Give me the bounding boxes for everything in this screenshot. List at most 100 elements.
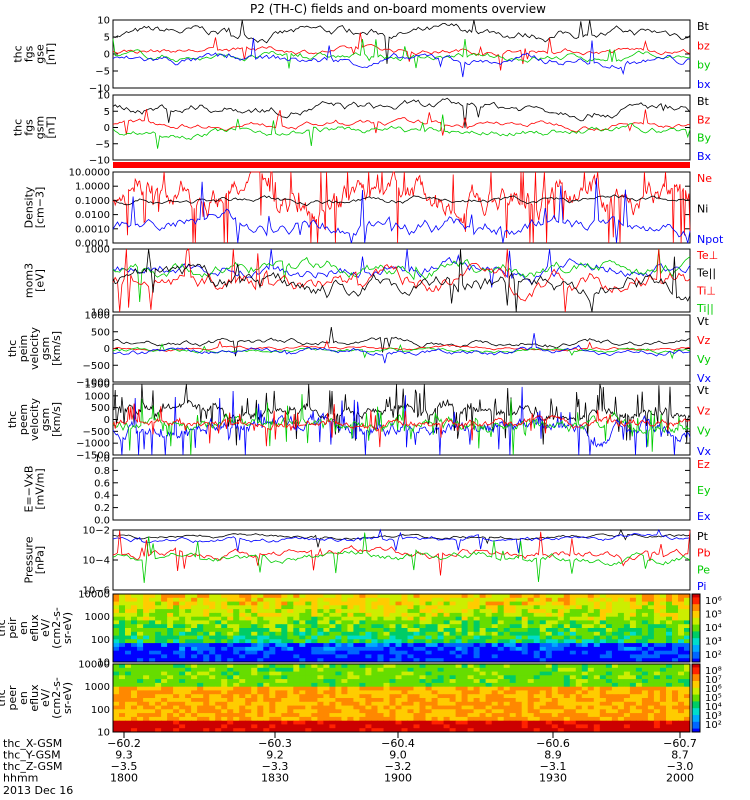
spectrogram-cell: [263, 709, 270, 714]
spectrogram-cell: [287, 716, 294, 722]
spectrogram-cell: [173, 698, 180, 703]
spectrogram-cell: [137, 682, 144, 688]
spectrogram-cell: [155, 694, 162, 699]
spectrogram-cell: [371, 643, 378, 648]
ylabel-line: velocity: [28, 327, 41, 370]
spectrogram-cell: [131, 658, 138, 663]
spectrogram-cell: [287, 664, 294, 669]
spectrogram-cell: [269, 631, 276, 637]
spectrogram-cell: [467, 609, 475, 614]
spectrogram-cell: [245, 667, 252, 673]
spectrogram-cell: [299, 679, 306, 684]
spectrogram-cell: [359, 694, 366, 699]
spectrogram-cell: [419, 701, 426, 707]
spectrogram-cell: [173, 701, 180, 707]
spectrogram-cell: [155, 667, 162, 673]
ytick-label: 100: [91, 705, 110, 716]
spectrogram-cell: [587, 624, 595, 629]
spectrogram-cell: [539, 650, 547, 655]
spectrogram-cell: [341, 720, 348, 725]
spectrogram-cell: [659, 679, 667, 684]
spectrogram-cell: [395, 616, 402, 621]
spectrogram-cell: [311, 605, 318, 610]
spectrogram-cell: [257, 597, 264, 603]
spectrogram-cell: [311, 650, 318, 655]
spectrogram-cell: [666, 701, 673, 707]
spectrogram-cell: [227, 612, 234, 618]
spectrogram-cell: [581, 709, 589, 714]
ytick-label: 0.6: [94, 478, 110, 489]
spectrogram-cell: [443, 609, 451, 614]
spectrogram-cell: [527, 616, 535, 621]
spectrogram-cell: [323, 675, 330, 680]
spectrogram-cell: [119, 686, 126, 691]
spectrogram-cell: [209, 664, 216, 669]
spectrogram-cell: [569, 724, 577, 729]
spectrogram-cell: [672, 631, 679, 637]
legend-item: Te||: [696, 267, 716, 280]
spectrogram-cell: [659, 682, 667, 688]
spectrogram-cell: [317, 698, 324, 703]
spectrogram-cell: [155, 654, 162, 659]
spectrogram-cell: [479, 682, 487, 688]
spectrogram-cell: [479, 709, 487, 714]
footer-row-label: thc_X-GSM: [3, 737, 62, 750]
spectrogram-cell: [593, 594, 601, 599]
spectrogram-cell: [365, 694, 372, 699]
spectrogram-cell: [341, 624, 348, 629]
spectrogram-cell: [635, 612, 643, 618]
spectrogram-cell: [575, 635, 583, 640]
spectrogram-cell: [335, 675, 342, 680]
spectrogram-cell: [641, 643, 649, 648]
spectrogram-cell: [509, 675, 517, 680]
spectrogram-cell: [407, 682, 414, 688]
spectrogram-cell: [143, 658, 150, 663]
ylabel-line: [nT]: [45, 43, 58, 65]
spectrogram-cell: [593, 698, 601, 703]
legend-item: Pe: [697, 563, 710, 576]
spectrogram-cell: [503, 728, 511, 733]
spectrogram-cell: [684, 620, 691, 625]
spectrogram-cell: [455, 667, 463, 673]
spectrogram-cell: [155, 686, 162, 691]
ylabel: mom3[eV]: [23, 263, 47, 298]
spectrogram-cell: [305, 628, 312, 633]
spectrogram-cell: [383, 620, 390, 625]
spectrogram-cell: [563, 658, 571, 663]
spectrogram-cell: [437, 650, 445, 655]
spectrogram-cell: [251, 671, 258, 676]
spectrogram-cell: [491, 658, 499, 663]
spectrogram-cell: [371, 609, 378, 614]
spectrogram-cell: [269, 690, 276, 695]
spectrogram-cell: [473, 658, 481, 663]
spectrogram-cell: [317, 658, 324, 663]
ytick-label: −500: [83, 361, 110, 372]
spectrogram-cell: [557, 605, 565, 610]
spectrogram-cell: [347, 694, 354, 699]
spectrogram-cell: [203, 605, 210, 610]
spectrogram-cell: [119, 597, 126, 603]
spectrogram-cell: [678, 709, 685, 714]
spectrogram-cell: [611, 658, 619, 663]
spectrogram-cell: [449, 713, 457, 718]
spectrogram-cell: [515, 620, 523, 625]
spectrogram-cell: [323, 654, 330, 659]
spectrogram-cell: [437, 720, 445, 725]
spectrogram-cell: [599, 679, 607, 684]
spectrogram-cell: [425, 624, 432, 629]
spectrogram-cell: [305, 720, 312, 725]
ytick-label: −10: [89, 84, 110, 95]
spectrogram-cell: [149, 713, 156, 718]
spectrogram-cell: [167, 664, 174, 669]
spectrogram-cell: [113, 701, 120, 707]
spectrogram-cell: [617, 631, 625, 637]
spectrogram-cell: [551, 690, 559, 695]
spectrogram-cell: [551, 594, 559, 599]
spectrogram-cell: [293, 705, 300, 710]
spectrogram-cell: [359, 679, 366, 684]
spectrogram-cell: [227, 694, 234, 699]
spectrogram-cell: [167, 609, 174, 614]
spectrogram-cell: [485, 713, 493, 718]
spectrogram-cell: [305, 671, 312, 676]
spectrogram-cell: [173, 597, 180, 603]
